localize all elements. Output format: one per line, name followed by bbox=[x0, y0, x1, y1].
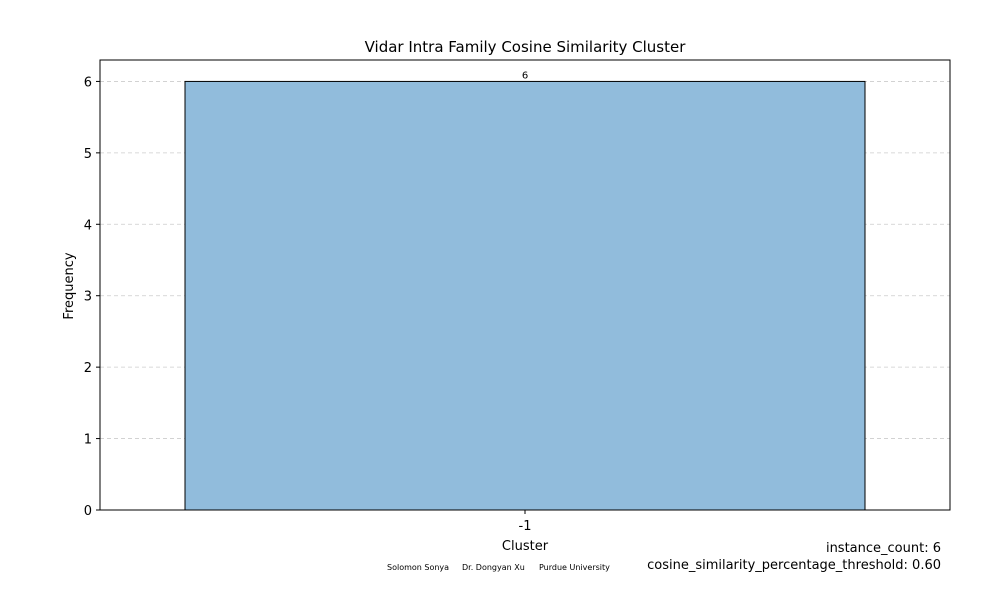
y-axis-ticks: 0 1 2 3 4 5 6 bbox=[84, 75, 100, 519]
stat-threshold: cosine_similarity_percentage_threshold: … bbox=[647, 558, 941, 573]
y-tick-label: 6 bbox=[84, 75, 92, 90]
y-tick-label: 4 bbox=[84, 218, 92, 233]
chart-title: Vidar Intra Family Cosine Similarity Clu… bbox=[365, 38, 687, 56]
y-axis-label: Frequency bbox=[62, 252, 77, 319]
y-tick-label: 1 bbox=[84, 433, 92, 448]
x-tick-label: -1 bbox=[519, 519, 532, 534]
bar bbox=[184, 80, 866, 511]
y-tick-label: 2 bbox=[84, 361, 92, 376]
y-tick-label: 0 bbox=[84, 504, 92, 519]
y-tick-label: 3 bbox=[84, 290, 92, 305]
bar-data-label: 6 bbox=[522, 70, 528, 81]
credit-institution: Purdue University bbox=[539, 563, 610, 572]
y-tick-label: 5 bbox=[84, 147, 92, 162]
x-axis-label: Cluster bbox=[502, 539, 549, 554]
credit-author-2: Dr. Dongyan Xu bbox=[462, 563, 525, 572]
bars: 6 bbox=[184, 70, 866, 511]
credit-author-1: Solomon Sonya bbox=[387, 563, 449, 572]
stat-instance-count: instance_count: 6 bbox=[826, 541, 941, 556]
x-axis-ticks: -1 bbox=[519, 510, 532, 534]
